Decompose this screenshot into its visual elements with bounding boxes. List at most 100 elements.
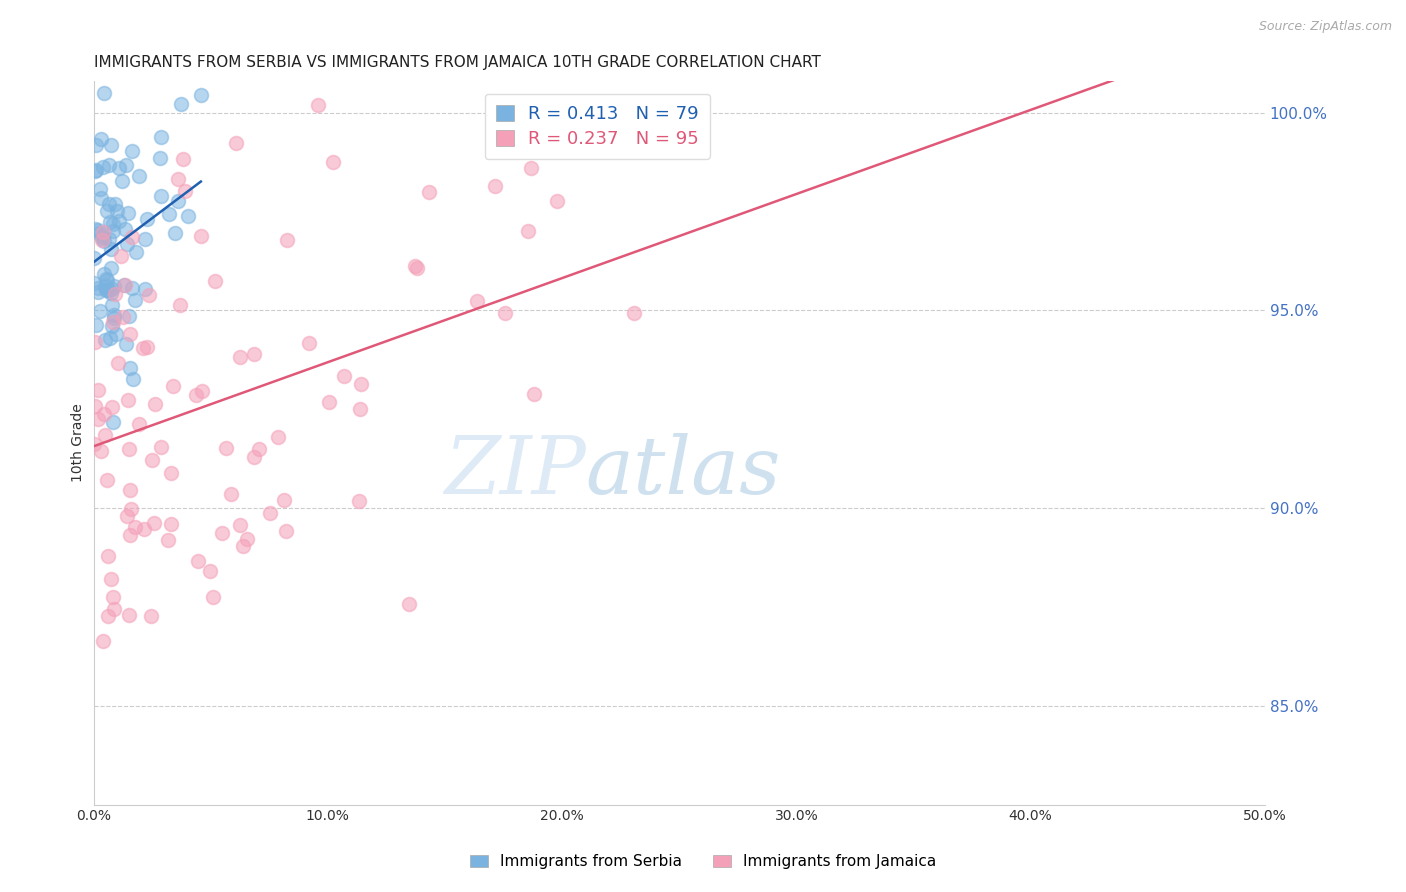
Point (115, 337, 138, 351)
Point (100, 260, 122, 275)
Point (89, 227, 111, 241)
Point (97, 609, 120, 624)
Point (90, 444, 112, 458)
Point (103, 279, 125, 293)
Point (494, 306, 516, 320)
Point (298, 336, 321, 351)
Point (84, 137, 107, 152)
Point (274, 524, 297, 538)
Point (100, 137, 122, 152)
Point (546, 194, 568, 208)
Point (204, 274, 226, 288)
Point (333, 368, 356, 383)
Point (150, 129, 173, 144)
Point (142, 516, 165, 530)
Point (177, 209, 200, 223)
Point (124, 520, 146, 534)
Point (98, 158, 121, 172)
Point (117, 393, 139, 408)
Point (121, 145, 143, 159)
Point (128, 417, 150, 431)
Point (517, 224, 540, 238)
Point (134, 232, 156, 246)
Point (93, 407, 115, 421)
Point (156, 533, 179, 548)
Legend: R = 0.413   N = 79, R = 0.237   N = 95: R = 0.413 N = 79, R = 0.237 N = 95 (485, 94, 710, 159)
Point (111, 310, 134, 325)
Point (118, 528, 141, 542)
Point (108, 214, 131, 228)
Point (97, 549, 120, 564)
Point (84, 163, 107, 178)
Point (190, 229, 212, 244)
Point (170, 96, 193, 111)
Point (405, 261, 427, 276)
Point (100, 214, 122, 228)
Point (318, 395, 340, 409)
Point (162, 379, 184, 393)
Point (93, 333, 115, 347)
Point (101, 318, 124, 333)
Point (136, 340, 159, 354)
Point (484, 178, 506, 193)
Point (139, 608, 162, 623)
Point (307, 97, 329, 112)
Point (115, 237, 138, 252)
Point (112, 278, 135, 293)
Point (101, 298, 124, 312)
Point (83, 251, 105, 265)
Point (169, 298, 191, 312)
Point (211, 526, 233, 541)
Point (93, 86, 115, 100)
Point (86, 281, 108, 295)
Point (247, 442, 270, 456)
Point (243, 450, 266, 464)
Point (243, 347, 266, 361)
Point (135, 212, 157, 227)
Point (110, 249, 132, 263)
Point (115, 508, 138, 523)
Point (134, 282, 156, 296)
Point (103, 308, 125, 322)
Point (96, 283, 118, 297)
Point (97, 197, 120, 211)
Point (98, 330, 121, 344)
Point (174, 184, 197, 198)
Point (167, 194, 190, 208)
Point (89, 304, 111, 318)
Point (96, 473, 118, 487)
Point (87, 384, 110, 398)
Point (149, 152, 172, 166)
Point (84, 163, 107, 178)
Point (91, 229, 114, 244)
Point (94, 283, 117, 297)
Point (91, 225, 114, 239)
Point (225, 136, 247, 151)
Point (190, 88, 212, 103)
Point (219, 486, 242, 500)
Point (273, 492, 295, 507)
Point (138, 287, 160, 301)
Point (90, 131, 112, 145)
Point (89, 182, 111, 196)
Point (118, 360, 141, 375)
Point (124, 293, 146, 307)
Point (100, 286, 122, 301)
Point (523, 386, 546, 401)
Text: atlas: atlas (585, 433, 780, 510)
Legend: Immigrants from Serbia, Immigrants from Jamaica: Immigrants from Serbia, Immigrants from … (464, 848, 942, 875)
Point (172, 152, 194, 166)
Point (114, 277, 136, 292)
Point (520, 161, 543, 175)
Point (100, 282, 122, 296)
Point (350, 376, 373, 391)
Point (91, 233, 114, 247)
Point (160, 466, 183, 480)
Point (117, 442, 139, 457)
Point (101, 591, 124, 605)
Point (103, 315, 125, 329)
Point (202, 590, 225, 604)
Point (96, 203, 118, 218)
Point (83, 436, 105, 450)
Point (91, 231, 114, 245)
